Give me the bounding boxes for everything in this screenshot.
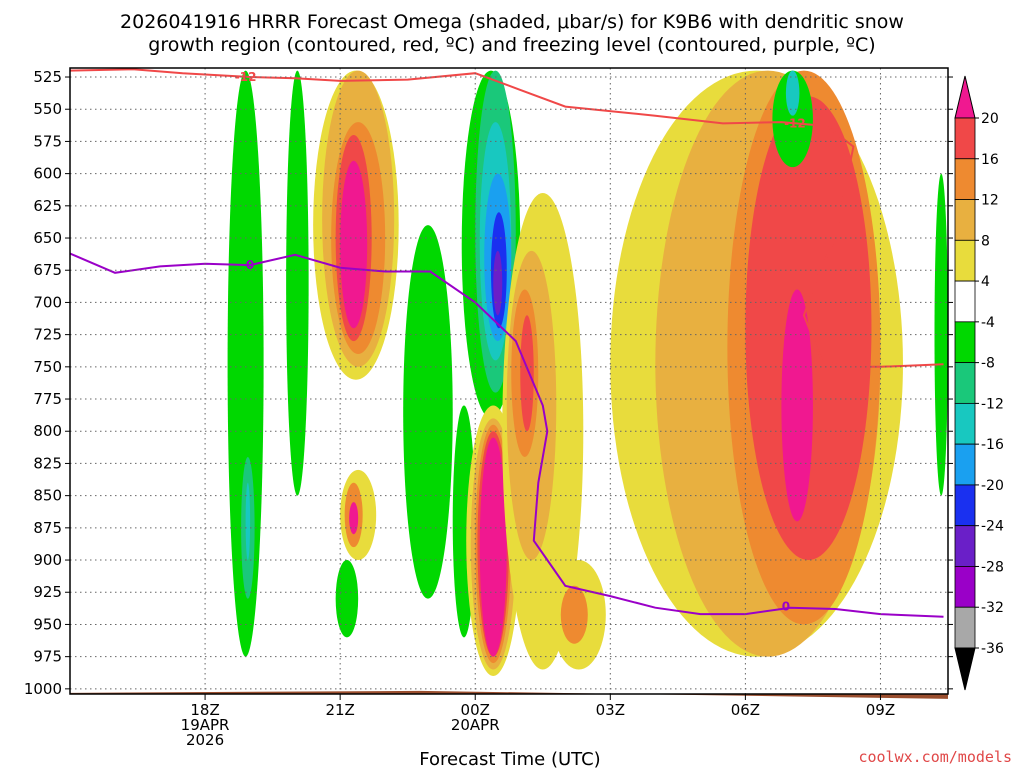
plot-frame — [69, 67, 949, 695]
colorbar-box-11 — [954, 199, 976, 241]
colorbar-box-1 — [954, 606, 976, 649]
ground-surface — [70, 690, 948, 699]
y-tick-label-700: 700 — [33, 293, 62, 311]
contour-dgz-12 — [70, 68, 944, 368]
omega-cell-40 — [785, 70, 800, 116]
colorbar-label-10: -24 — [981, 519, 1004, 535]
colorbar-triangle-bottom — [954, 647, 976, 691]
x-tick-label-15-0: 09Z — [866, 701, 895, 719]
x-tick-label-9-0: 03Z — [596, 701, 625, 719]
y-tick-label-850: 850 — [33, 487, 62, 505]
omega-cell-2 — [245, 482, 251, 561]
colorbar-box-9 — [954, 280, 976, 323]
colorbar-triangle-top — [954, 75, 976, 119]
colorbar-label-3: 8 — [981, 233, 990, 249]
omega-cell-20 — [493, 250, 503, 316]
axis-ticks: 525 550 575 600 625 650 675 700 725 750 775 800 825 8… — [24, 68, 953, 749]
colorbar-box-8 — [954, 321, 976, 364]
chart-title-line2: growth region (contoured, red, ºC) and f… — [148, 34, 875, 56]
colorbar-label-6: -8 — [981, 356, 995, 372]
x-tick-label-12-0: 06Z — [731, 701, 760, 719]
colorbar-box-7 — [954, 362, 976, 404]
y-tick-label-825: 825 — [33, 454, 62, 472]
y-tick-label-1000: 1000 — [24, 680, 62, 698]
site-credit: coolwx.com/models — [858, 748, 1012, 766]
colorbar-label-11: -28 — [981, 559, 1004, 575]
colorbar-label-7: -12 — [981, 396, 1004, 412]
colorbar-box-6 — [954, 402, 976, 445]
omega-cell-11 — [349, 502, 359, 535]
y-tick-label-750: 750 — [33, 358, 62, 376]
omega-cell-39 — [772, 70, 813, 168]
omega-cell-25 — [479, 437, 507, 657]
y-tick-label-675: 675 — [33, 261, 62, 279]
y-tick-label-600: 600 — [33, 165, 62, 183]
y-tick-label-975: 975 — [33, 648, 62, 666]
x-tick-label-3-0: 21Z — [325, 701, 354, 719]
x-axis-title: Forecast Time (UTC) — [419, 749, 600, 768]
x-tick-label-0-0: 18Z — [190, 701, 219, 719]
x-tick-label-0-1: 19APR — [181, 716, 230, 734]
colorbar-label-1: 16 — [981, 152, 999, 168]
colorbar-label-5: -4 — [981, 315, 995, 331]
y-tick-label-525: 525 — [33, 68, 62, 86]
colorbar-label-8: -16 — [981, 437, 1004, 453]
x-tick-label-0-2: 2026 — [186, 731, 224, 749]
y-tick-label-925: 925 — [33, 583, 62, 601]
colorbar-label-9: -20 — [981, 478, 1004, 494]
colorbar: 20 16 12 8 4 -4 -8 -12 -16 -20 -24 -28 -32 -36 — [954, 75, 1004, 691]
y-tick-label-800: 800 — [33, 422, 62, 440]
colorbar-box-10 — [954, 239, 976, 282]
y-tick-label-625: 625 — [33, 197, 62, 215]
omega-cell-31 — [560, 585, 588, 644]
colorbar-box-3 — [954, 525, 976, 567]
contour-label-freezing-0-1: 0 — [782, 599, 790, 613]
y-tick-label-650: 650 — [33, 229, 62, 247]
y-tick-label-950: 950 — [33, 615, 62, 633]
omega-cell-13 — [403, 225, 453, 599]
colorbar-label-0: 20 — [981, 111, 999, 127]
colorbar-box-12 — [954, 158, 976, 200]
omega-cell-3 — [286, 70, 309, 496]
x-tick-label-6-1: 20APR — [451, 716, 500, 734]
contour-label-dgz-12-1: -12 — [784, 116, 806, 130]
colorbar-label-4: 4 — [981, 274, 990, 290]
colorbar-label-13: -36 — [981, 641, 1004, 657]
chart-title-line1: 2026041916 HRRR Forecast Omega (shaded, … — [120, 11, 904, 33]
x-tick-label-6-0: 00Z — [461, 701, 490, 719]
y-tick-label-875: 875 — [33, 519, 62, 537]
y-tick-label-575: 575 — [33, 132, 62, 150]
omega-cell-0 — [227, 70, 264, 657]
colorbar-box-2 — [954, 566, 976, 608]
y-tick-label-775: 775 — [33, 390, 62, 408]
y-tick-label-550: 550 — [33, 100, 62, 118]
y-tick-label-900: 900 — [33, 551, 62, 569]
y-tick-label-725: 725 — [33, 326, 62, 344]
colorbar-label-2: 12 — [981, 193, 999, 209]
colorbar-box-13 — [954, 117, 976, 160]
omega-cell-8 — [340, 160, 368, 329]
contour-label-freezing-0-0: 0 — [246, 258, 254, 272]
grid-lines — [70, 68, 948, 694]
colorbar-label-12: -32 — [981, 600, 1004, 616]
colorbar-box-5 — [954, 443, 976, 486]
omega-cell-29 — [520, 315, 534, 432]
omega-cell-12 — [335, 560, 359, 638]
colorbar-box-4 — [954, 484, 976, 527]
